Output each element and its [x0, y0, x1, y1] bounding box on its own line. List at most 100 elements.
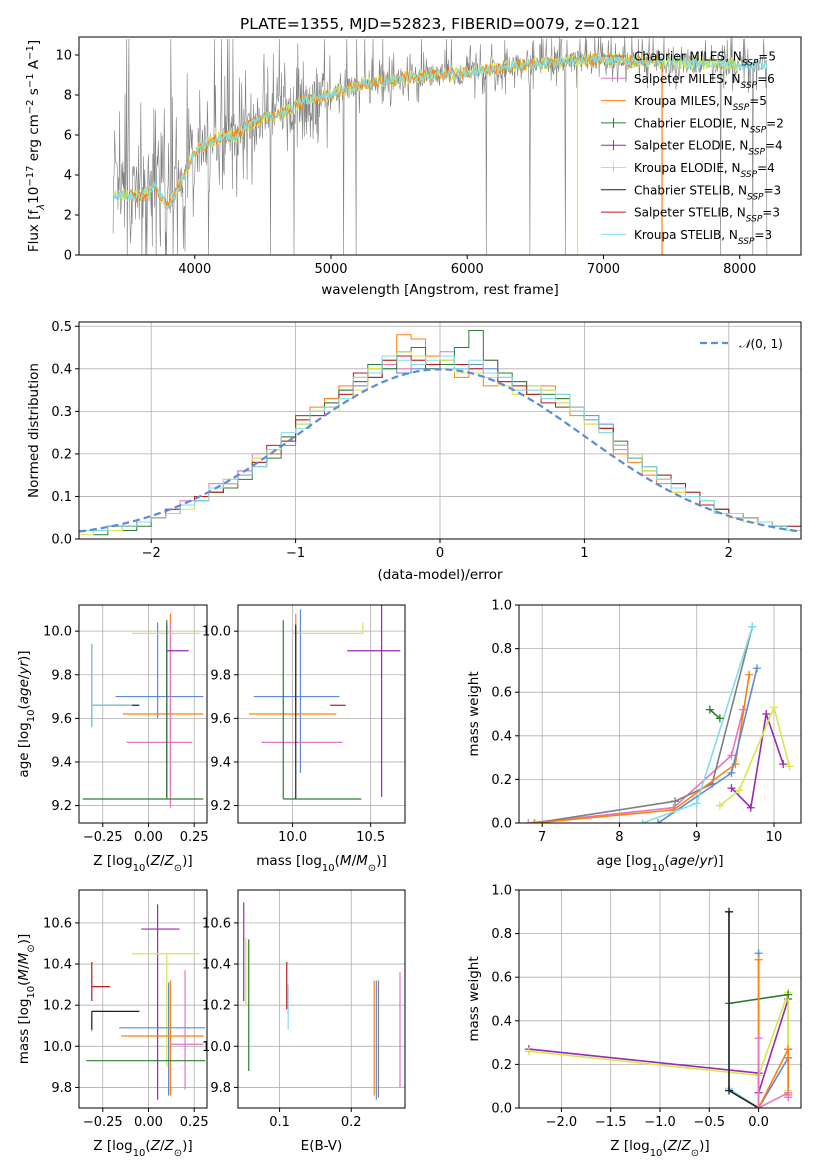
mass_vs_Z-xtick-label: 0.25: [180, 1115, 209, 1130]
residuals-xlabel: (data-model)/error: [377, 567, 503, 583]
spectrum-model-kroupa_stelib: [112, 53, 768, 210]
age_vs_Z-frame: [78, 604, 208, 824]
legend-label-kroupa_stelib: Kroupa STELIB, NSSP=3: [634, 228, 772, 247]
residuals-ytick-label: 0.0: [51, 533, 72, 548]
residuals-xtick-label: 1: [580, 546, 588, 561]
age_vs_Z-ytick-label: 9.4: [51, 755, 72, 770]
age_vs_mass-ytick-label: 9.2: [210, 799, 231, 814]
mass_vs_ebv-panel: 0.1 0.2 9.8 10.0 10.2 10.4 10.6 E(B-V): [202, 889, 406, 1154]
weight_vs_age-line-chabrier_miles: [534, 626, 754, 823]
legend-label-salpeter_stelib: Salpeter STELIB, NSSP=3: [634, 206, 780, 225]
legend-label-salpeter_elodie: Salpeter ELODIE, NSSP=4: [634, 139, 783, 158]
weight_vs_Z-xtick-label: −1.5: [595, 1115, 627, 1130]
weight_vs_age-marker-blue: [752, 664, 761, 673]
age_vs_Z-xtick-label: 0.00: [134, 830, 163, 845]
weight_vs_Z-ylabel: mass weight: [466, 956, 482, 1041]
weight_vs_Z-line-kroupa_miles: [757, 959, 789, 1108]
weight_vs_age-marker-kroupa_miles: [731, 760, 740, 769]
residuals-plot-area: [79, 330, 801, 536]
mass_vs_ebv-plot-area: [243, 902, 401, 1100]
spectrum-ytick-label: 10: [55, 49, 72, 64]
weight_vs_age-ytick-label: 1.0: [491, 599, 512, 614]
spectrum-ytick-label: 6: [64, 129, 72, 144]
residuals-panel: −2 −1 0 1 2 0.0 0.1 0.2 0.3 0.4 0.5 𝒩(0, 1) (data-mo…: [26, 320, 802, 583]
figure-title: PLATE=1355, MJD=52823, FIBERID=0079, z=0…: [240, 15, 640, 33]
mass_vs_ebv-ytick-label: 10.2: [202, 999, 231, 1014]
weight_vs_age-xtick-label: 10: [766, 830, 783, 845]
residuals-ytick-label: 0.3: [51, 405, 72, 420]
weight_vs_age-marker-salpeter_miles: [727, 751, 736, 760]
weight_vs_age-marker-kroupa_elodie: [715, 801, 724, 810]
age_vs_mass-ytick-label: 9.8: [210, 668, 231, 683]
weight_vs_Z-marker-kroupa_miles: [754, 955, 763, 964]
spectrum-ylabel: Flux [fλ10−17 erg cm−2 s−1 A−1]: [25, 40, 47, 252]
spectrum-xlabel: wavelength [Angstrom, rest frame]: [321, 282, 559, 298]
legend-label-kroupa_elodie: Kroupa ELODIE, NSSP=4: [634, 161, 775, 180]
weight_vs_age-plot-area: [524, 622, 794, 823]
spectrum-xtick-label: 7000: [587, 262, 620, 277]
age_vs_Z-ytick-label: 10.0: [43, 625, 72, 640]
spectrum-panel: 4000 5000 6000 7000 8000 0 2 4 6 8 10 Chabrier MILE…: [25, 36, 802, 298]
weight_vs_Z-ytick-label: 1.0: [491, 884, 512, 899]
weight_vs_age-marker-salpeter_elodie: [779, 760, 788, 769]
weight_vs_Z-ytick-label: 0.4: [491, 1014, 512, 1029]
weight_vs_age-marker-salpeter_elodie: [762, 710, 771, 718]
weight_vs_age-marker-kroupa_miles: [530, 819, 539, 823]
age_vs_Z-xtick-label: −0.25: [83, 830, 123, 845]
weight_vs_age-xtick-label: 7: [538, 830, 546, 845]
weight_vs_Z-xtick-label: −2.0: [546, 1115, 578, 1130]
age_vs_Z-xtick-label: 0.25: [180, 830, 209, 845]
weight_vs_age-marker-chabrier_miles: [671, 797, 680, 806]
weight_vs_age-ytick-label: 0.2: [491, 773, 512, 788]
weight_vs_Z-xtick-label: −0.5: [694, 1115, 726, 1130]
weight_vs_Z-marker-salpeter_miles: [754, 1034, 763, 1043]
mass_vs_Z-ylabel: mass [log10(M/M⊙)]: [16, 934, 37, 1064]
weight_vs_Z-marker-chabrier_stelib: [725, 1086, 734, 1095]
age_vs_mass-panel: 10.0 10.5 9.2 9.4 9.6 9.8 10.0 mass [log10(M/M⊙…: [202, 604, 406, 874]
age_vs_Z-ytick-label: 9.2: [51, 799, 72, 814]
spectrum-xtick-label: 4000: [178, 262, 211, 277]
legend-label-chabrier_stelib: Chabrier STELIB, NSSP=3: [634, 183, 781, 202]
weight_vs_Z-marker-salpeter_miles: [784, 1093, 793, 1102]
age_vs_Z-xlabel: Z [log10(Z/Z⊙)]: [93, 853, 192, 874]
mass_vs_ebv-ytick-label: 10.4: [202, 958, 231, 973]
residuals-ytick-label: 0.2: [51, 447, 72, 462]
weight_vs_age-line-salpeter_miles: [528, 709, 744, 823]
weight_vs_age-marker-kroupa_stelib: [692, 799, 701, 808]
mass_vs_ebv-xtick-label: 0.1: [269, 1115, 290, 1130]
weight_vs_Z-marker-chabrier_stelib: [725, 907, 734, 916]
age_vs_mass-xtick-label: 10.0: [278, 830, 307, 845]
weight_vs_age-ytick-label: 0.8: [491, 642, 512, 657]
residuals-xtick-label: 0: [436, 546, 444, 561]
weight_vs_age-marker-blue: [654, 819, 663, 823]
legend-label-chabrier_elodie: Chabrier ELODIE, NSSP=2: [634, 116, 784, 135]
mass_vs_Z-xlabel: Z [log10(Z/Z⊙)]: [93, 1138, 192, 1159]
weight_vs_age-line-kroupa_elodie: [719, 705, 791, 807]
spectrum-xtick-label: 8000: [723, 262, 756, 277]
weight_vs_age-marker-chabrier_elodie: [715, 714, 724, 723]
spectrum-ytick-label: 8: [64, 89, 72, 104]
mass_vs_ebv-xlabel: E(B-V): [301, 1138, 343, 1154]
age_vs_mass-ytick-label: 9.4: [210, 755, 231, 770]
residuals-xtick-label: −1: [286, 546, 305, 561]
weight_vs_Z-marker-salpeter_miles: [754, 1104, 763, 1108]
weight_vs_Z-marker-kroupa_elodie: [524, 1047, 533, 1056]
age_vs_Z-ytick-label: 9.8: [51, 668, 72, 683]
mass_vs_Z-panel: −0.25 0.00 0.25 9.8 10.0 10.2 10.4 10.6 Z [log10…: [16, 889, 209, 1159]
mass_vs_Z-plot-area: [86, 904, 206, 1100]
weight_vs_Z-line-kroupa_stelib: [728, 911, 760, 1108]
age_vs_mass-ytick-label: 9.6: [210, 712, 231, 727]
weight_vs_Z-line-kroupa_elodie: [528, 992, 789, 1091]
weight_vs_age-line-salpeter_elodie: [730, 713, 784, 810]
legend-label-kroupa_miles: Kroupa MILES, NSSP=5: [634, 94, 767, 113]
weight_vs_age-marker-blue: [727, 768, 736, 777]
weight_vs_age-marker-salpeter_elodie: [746, 803, 755, 812]
weight_vs_age-marker-kroupa_miles: [745, 670, 754, 679]
mass_vs_Z-ytick-label: 10.4: [43, 958, 72, 973]
weight_vs_Z-frame: [518, 889, 802, 1109]
weight_vs_Z-line-blue: [757, 953, 789, 1108]
spectrum-ytick-label: 2: [64, 209, 72, 224]
gaussian-legend-label: 𝒩(0, 1): [739, 337, 783, 351]
weight_vs_age-xtick-label: 8: [615, 830, 623, 845]
